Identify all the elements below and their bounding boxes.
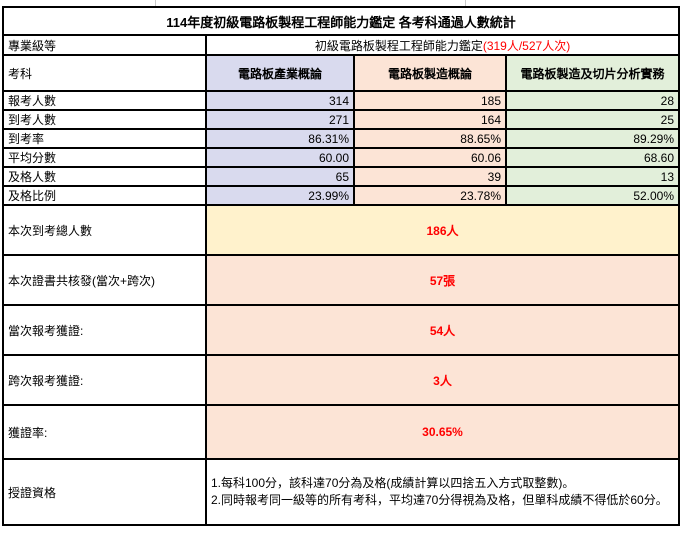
- row-label: 跨次報考獲證:: [2, 354, 207, 406]
- spreadsheet-gridline: [465, 0, 466, 6]
- summary-value: 54人: [204, 304, 681, 356]
- row-label: 獲證率:: [2, 404, 207, 460]
- page-title: 114年度初級電路板製程工程師能力鑑定 各考科通過人數統計: [1, 6, 681, 36]
- qualification-note-2: 2.同時報考同一級等的所有考科，平均達70分得視為及格，但單科成績不得低於60分…: [211, 493, 668, 507]
- summary-value: 57張: [204, 254, 681, 306]
- row-label: 及格比例: [2, 185, 207, 206]
- row-label: 本次證書共核發(當次+跨次): [2, 254, 207, 306]
- stat-value: 88.65%: [353, 128, 507, 149]
- title-row: 114年度初級電路板製程工程師能力鑑定 各考科通過人數統計: [1, 6, 681, 36]
- summary-row-current-session-certified: 當次報考獲證: 54人: [2, 304, 681, 356]
- level-counts: (319人/527人次): [482, 38, 571, 53]
- exam-stats-table: 114年度初級電路板製程工程師能力鑑定 各考科通過人數統計 專業級等 初級電路板…: [1, 6, 681, 526]
- row-label: 報考人數: [2, 90, 207, 111]
- row-label-subjects: 考科: [2, 54, 207, 92]
- stat-value: 52.00%: [504, 185, 681, 206]
- table-row-passed: 及格人數 65 39 13: [2, 166, 681, 187]
- row-label: 到考人數: [2, 109, 207, 130]
- stat-value: 86.31%: [205, 128, 355, 149]
- stat-value: 25: [504, 109, 681, 130]
- table-row-average-score: 平均分數 60.00 60.06 68.60: [2, 147, 681, 168]
- summary-row-cross-session-certified: 跨次報考獲證: 3人: [2, 354, 681, 406]
- row-label-qualification: 授證資格: [2, 458, 207, 526]
- row-label: 到考率: [2, 128, 207, 149]
- summary-value: 186人: [204, 204, 681, 256]
- table-row-attendance-rate: 到考率 86.31% 88.65% 89.29%: [2, 128, 681, 149]
- level-row: 專業級等 初級電路板製程工程師能力鑑定(319人/527人次): [2, 34, 681, 56]
- subject-header-analysis: 電路板製造及切片分析實務: [504, 54, 681, 92]
- table-row-registered: 報考人數 314 185 28: [2, 90, 681, 111]
- row-label: 當次報考獲證:: [2, 304, 207, 356]
- row-label: 本次到考總人數: [2, 204, 207, 256]
- stat-value: 39: [353, 166, 507, 187]
- stat-value: 89.29%: [504, 128, 681, 149]
- subject-header-manufacture: 電路板製造概論: [353, 54, 507, 92]
- table-row-pass-ratio: 及格比例 23.99% 23.78% 52.00%: [2, 185, 681, 206]
- qualification-notes-cell: 1.每科100分，該科達70分為及格(成績計算以四捨五入方式取整數)。 2.同時…: [204, 458, 681, 526]
- subject-header-industry: 電路板產業概論: [205, 54, 355, 92]
- summary-row-certification-rate: 獲證率: 30.65%: [2, 404, 681, 460]
- stat-value: 60.00: [205, 147, 355, 168]
- stat-value: 13: [504, 166, 681, 187]
- level-value-cell: 初級電路板製程工程師能力鑑定(319人/527人次): [204, 34, 681, 56]
- stat-value: 68.60: [504, 147, 681, 168]
- summary-row-total-attendance: 本次到考總人數 186人: [2, 204, 681, 256]
- subject-header-row: 考科 電路板產業概論 電路板製造概論 電路板製造及切片分析實務: [2, 54, 681, 92]
- stat-value: 23.99%: [205, 185, 355, 206]
- stat-value: 185: [353, 90, 507, 111]
- stat-value: 314: [205, 90, 355, 111]
- stat-value: 28: [504, 90, 681, 111]
- summary-value: 30.65%: [204, 404, 681, 460]
- summary-value: 3人: [204, 354, 681, 406]
- level-name: 初級電路板製程工程師能力鑑定: [314, 38, 483, 53]
- qualification-row: 授證資格 1.每科100分，該科達70分為及格(成績計算以四捨五入方式取整數)。…: [2, 458, 681, 526]
- stat-value: 164: [353, 109, 507, 130]
- row-label-level: 專業級等: [2, 34, 207, 56]
- table-row-attended: 到考人數 271 164 25: [2, 109, 681, 130]
- stat-value: 65: [205, 166, 355, 187]
- summary-row-certificates-issued: 本次證書共核發(當次+跨次) 57張: [2, 254, 681, 306]
- row-label: 平均分數: [2, 147, 207, 168]
- spreadsheet-gridline: [155, 0, 156, 6]
- stat-value: 271: [205, 109, 355, 130]
- stat-value: 60.06: [353, 147, 507, 168]
- stat-value: 23.78%: [353, 185, 507, 206]
- qualification-note-1: 1.每科100分，該科達70分為及格(成績計算以四捨五入方式取整數)。: [211, 476, 575, 490]
- row-label: 及格人數: [2, 166, 207, 187]
